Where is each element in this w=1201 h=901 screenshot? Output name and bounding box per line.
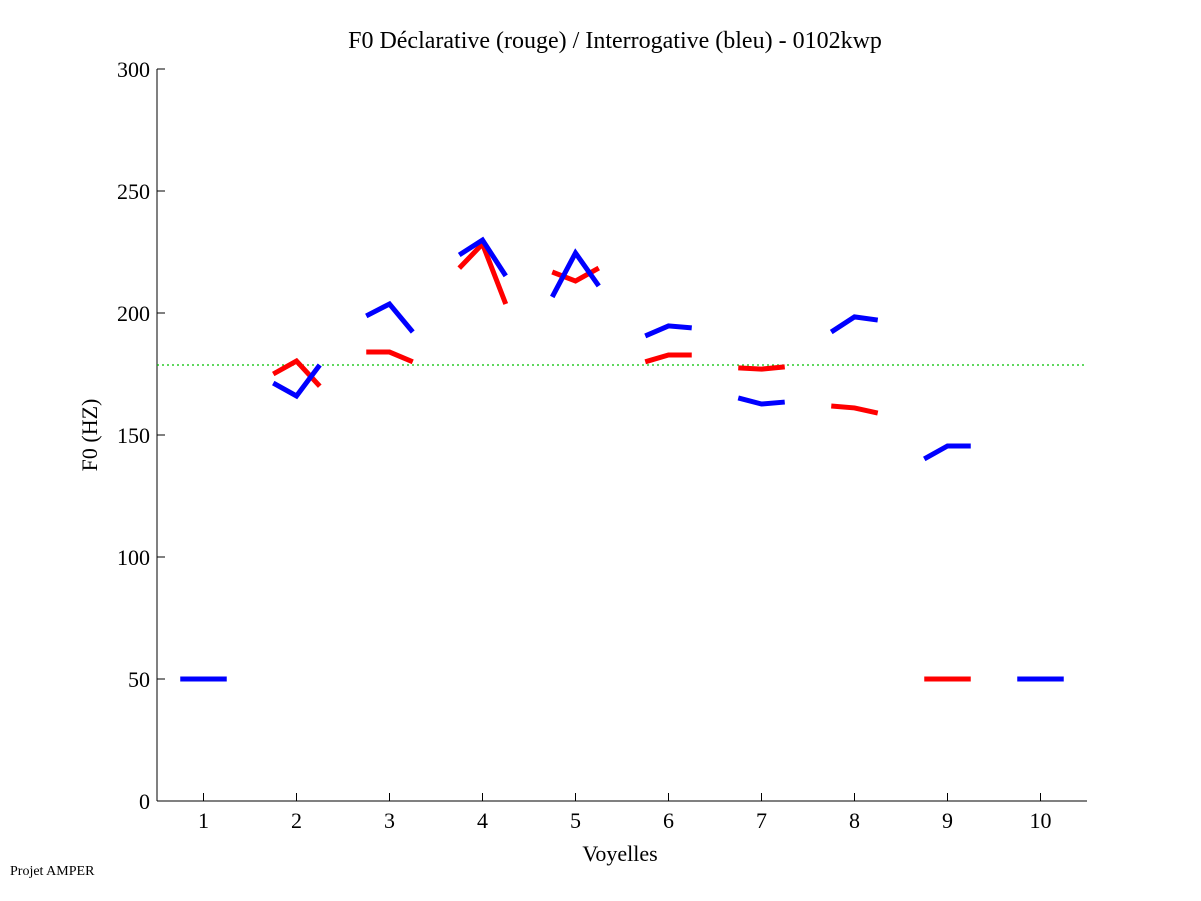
x-tick-label: 8 — [849, 808, 860, 833]
y-tick-label: 150 — [117, 423, 150, 448]
series-segment-déclarative — [738, 364, 785, 372]
series-segment-interrogative — [829, 314, 879, 335]
series-segment-interrogative — [737, 395, 785, 407]
series-segment-interrogative — [550, 248, 601, 299]
y-tick-label: 200 — [117, 301, 150, 326]
series-segment-interrogative — [644, 323, 692, 339]
axes: 0 50 100 150 200 250 300 1 2 3 4 5 6 7 8 9 10 — [117, 57, 1087, 833]
x-tick-label: 10 — [1030, 808, 1052, 833]
y-tick-label: 300 — [117, 57, 150, 82]
x-tick-label: 5 — [570, 808, 581, 833]
x-tick-label: 2 — [291, 808, 302, 833]
x-tick-label: 7 — [756, 808, 767, 833]
series-segment-déclarative — [831, 403, 879, 416]
series-segment-déclarative — [644, 352, 692, 365]
y-tick-label: 100 — [117, 545, 150, 570]
series-segment-interrogative — [923, 443, 971, 462]
x-tick-label: 1 — [198, 808, 209, 833]
series-segment-interrogative — [272, 363, 322, 400]
series-segment-interrogative — [457, 236, 508, 278]
y-tick-label: 50 — [128, 667, 150, 692]
footer-credit: Projet AMPER — [10, 864, 95, 879]
series-segment-interrogative — [365, 300, 415, 334]
y-tick-label: 0 — [139, 789, 150, 814]
x-tick-label: 4 — [477, 808, 488, 833]
x-tick-label: 3 — [384, 808, 395, 833]
x-tick-label: 9 — [942, 808, 953, 833]
x-axis-label: Voyelles — [582, 841, 657, 866]
y-axis-label: F0 (HZ) — [77, 399, 102, 472]
series-segment-déclarative — [366, 349, 414, 365]
chart-title: F0 Déclarative (rouge) / Interrogative (… — [348, 28, 882, 54]
x-tick-label: 6 — [663, 808, 674, 833]
y-tick-label: 250 — [117, 179, 150, 204]
plot-area — [157, 236, 1087, 682]
